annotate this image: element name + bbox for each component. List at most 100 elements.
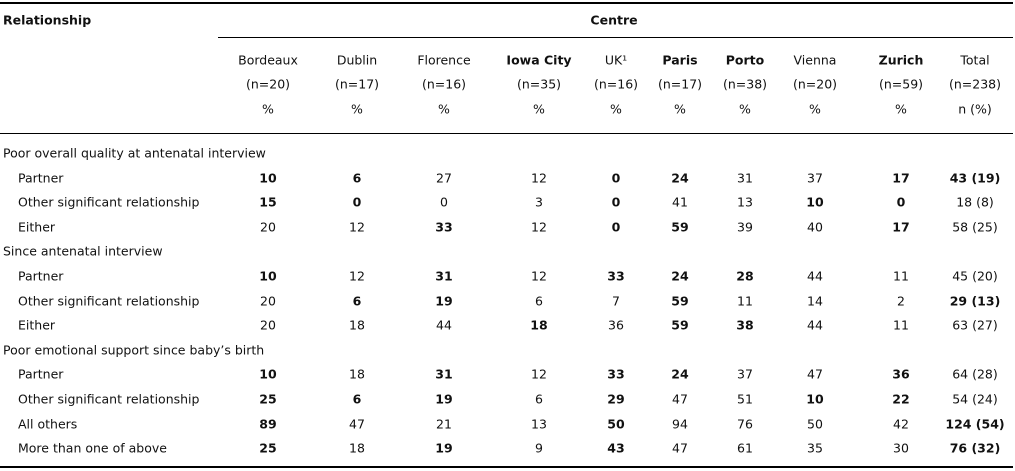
column-name: Bordeaux (238, 52, 298, 68)
cell: 44 (807, 268, 823, 284)
column-unit: % (262, 101, 274, 117)
column-n: (n=16) (421, 76, 467, 92)
cell: 50 (807, 416, 823, 432)
cell: 94 (672, 416, 688, 432)
header-rule (0, 133, 1013, 134)
column-unit: % (351, 101, 363, 117)
column-n: (n=238) (948, 76, 1002, 92)
column-name: Vienna (793, 52, 837, 68)
cell: 6 (352, 170, 362, 186)
section-title: Poor overall quality at antenatal interv… (3, 145, 266, 161)
row-label: Either (18, 317, 56, 333)
cell: 3 (535, 194, 543, 210)
cell: 43 (607, 440, 625, 456)
cell: 59 (671, 219, 689, 235)
cell: 27 (436, 170, 452, 186)
cell: 76 (32) (949, 440, 1001, 456)
cell: 18 (349, 440, 365, 456)
cell: 25 (259, 391, 277, 407)
column-name: Dublin (336, 52, 378, 68)
cell: 12 (531, 219, 547, 235)
cell: 31 (737, 170, 753, 186)
row-label: Other significant relationship (18, 391, 200, 407)
bottom-rule (0, 466, 1013, 468)
cell: 17 (892, 219, 910, 235)
cell: 19 (435, 440, 453, 456)
cell: 41 (672, 194, 688, 210)
row-label: Either (18, 219, 56, 235)
cell: 18 (8) (956, 194, 994, 210)
column-n: (n=16) (593, 76, 639, 92)
cell: 63 (27) (952, 317, 998, 333)
cell: 25 (259, 440, 277, 456)
cell: 19 (435, 293, 453, 309)
cell: 35 (807, 440, 823, 456)
cell: 29 (13) (949, 293, 1001, 309)
cell: 0 (352, 194, 362, 210)
cell: 17 (892, 170, 910, 186)
cell: 10 (259, 366, 277, 382)
cell: 20 (260, 317, 276, 333)
cell: 6 (352, 293, 362, 309)
cell: 36 (892, 366, 910, 382)
cell: 47 (349, 416, 365, 432)
column-unit: % (533, 101, 545, 117)
cell: 47 (672, 391, 688, 407)
cell: 12 (349, 268, 365, 284)
cell: 11 (893, 268, 909, 284)
cell: 18 (349, 366, 365, 382)
row-label: More than one of above (18, 440, 167, 456)
cell: 12 (349, 219, 365, 235)
column-unit: % (739, 101, 751, 117)
column-unit: % (809, 101, 821, 117)
cell: 31 (435, 366, 453, 382)
row-label: Other significant relationship (18, 293, 200, 309)
cell: 6 (352, 391, 362, 407)
cell: 6 (535, 391, 543, 407)
cell: 15 (259, 194, 277, 210)
cell: 37 (737, 366, 753, 382)
cell: 59 (671, 317, 689, 333)
cell: 13 (531, 416, 547, 432)
cell: 12 (531, 366, 547, 382)
cell: 7 (612, 293, 620, 309)
cell: 45 (20) (952, 268, 998, 284)
cell: 42 (893, 416, 909, 432)
section-title: Since antenatal interview (3, 243, 163, 259)
cell: 28 (736, 268, 754, 284)
cell: 14 (807, 293, 823, 309)
cell: 24 (671, 268, 689, 284)
cell: 61 (737, 440, 753, 456)
cell: 43 (19) (949, 170, 1001, 186)
column-unit: % (438, 101, 450, 117)
cell: 50 (607, 416, 625, 432)
cell: 89 (259, 416, 277, 432)
column-name: Paris (662, 52, 698, 68)
cell: 24 (671, 366, 689, 382)
row-label: Partner (18, 268, 64, 284)
header-first: Relationship (3, 12, 92, 28)
cell: 10 (806, 194, 824, 210)
cell: 40 (807, 219, 823, 235)
cell: 0 (611, 170, 621, 186)
top-rule (0, 2, 1013, 4)
cell: 10 (259, 268, 277, 284)
cell: 21 (436, 416, 452, 432)
column-unit: % (895, 101, 907, 117)
cell: 12 (531, 170, 547, 186)
column-n: (n=17) (334, 76, 380, 92)
cell: 20 (260, 219, 276, 235)
cell: 47 (672, 440, 688, 456)
cell: 44 (807, 317, 823, 333)
column-n: (n=20) (245, 76, 291, 92)
column-unit: % (674, 101, 686, 117)
cell: 10 (259, 170, 277, 186)
column-unit: n (%) (958, 101, 992, 117)
cell: 76 (737, 416, 753, 432)
cell: 64 (28) (952, 366, 998, 382)
cell: 22 (892, 391, 910, 407)
column-name: Florence (417, 52, 471, 68)
column-unit: % (610, 101, 622, 117)
cell: 59 (671, 293, 689, 309)
